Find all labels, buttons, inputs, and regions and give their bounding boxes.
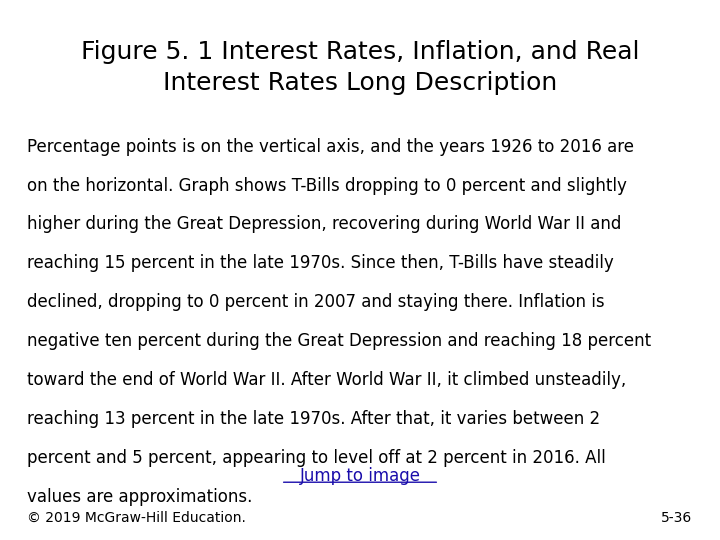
Text: reaching 15 percent in the late 1970s. Since then, T-Bills have steadily: reaching 15 percent in the late 1970s. S… bbox=[27, 254, 614, 272]
Text: values are approximations.: values are approximations. bbox=[27, 488, 253, 505]
Text: negative ten percent during the Great Depression and reaching 18 percent: negative ten percent during the Great De… bbox=[27, 332, 652, 350]
Text: reaching 13 percent in the late 1970s. After that, it varies between 2: reaching 13 percent in the late 1970s. A… bbox=[27, 410, 600, 428]
Text: Jump to image: Jump to image bbox=[300, 467, 420, 485]
Text: © 2019 McGraw-Hill Education.: © 2019 McGraw-Hill Education. bbox=[27, 511, 246, 525]
Text: higher during the Great Depression, recovering during World War II and: higher during the Great Depression, reco… bbox=[27, 215, 622, 233]
Text: Figure 5. 1 Interest Rates, Inflation, and Real
Interest Rates Long Description: Figure 5. 1 Interest Rates, Inflation, a… bbox=[81, 40, 639, 95]
Text: on the horizontal. Graph shows T-Bills dropping to 0 percent and slightly: on the horizontal. Graph shows T-Bills d… bbox=[27, 177, 627, 194]
Text: toward the end of World War II. After World War II, it climbed unsteadily,: toward the end of World War II. After Wo… bbox=[27, 371, 626, 389]
Text: Percentage points is on the vertical axis, and the years 1926 to 2016 are: Percentage points is on the vertical axi… bbox=[27, 138, 634, 156]
Text: percent and 5 percent, appearing to level off at 2 percent in 2016. All: percent and 5 percent, appearing to leve… bbox=[27, 449, 606, 467]
Text: 5-36: 5-36 bbox=[662, 511, 693, 525]
Text: declined, dropping to 0 percent in 2007 and staying there. Inflation is: declined, dropping to 0 percent in 2007 … bbox=[27, 293, 605, 311]
